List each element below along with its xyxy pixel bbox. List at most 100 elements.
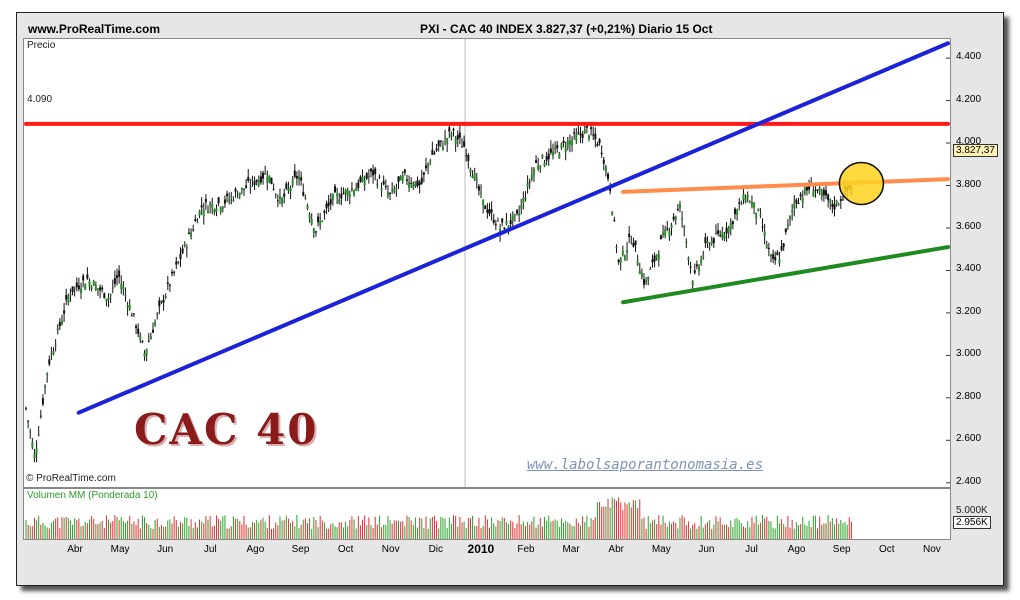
price-candle	[782, 243, 785, 248]
price-candle	[382, 181, 385, 185]
price-candle	[566, 141, 569, 148]
price-candle	[171, 271, 174, 274]
price-candle	[513, 213, 516, 215]
price-candle	[818, 187, 821, 192]
price-candle	[837, 204, 840, 206]
price-candle	[734, 208, 737, 215]
price-panel[interactable]: Precio 4.090 © ProRealTime.com	[23, 38, 951, 488]
price-candle	[160, 300, 163, 303]
price-candle	[262, 172, 265, 179]
price-candle	[431, 149, 434, 155]
price-candle	[223, 199, 226, 204]
price-candle	[693, 270, 696, 273]
price-candle	[676, 209, 679, 211]
price-candle	[242, 188, 245, 190]
price-candle	[738, 202, 741, 204]
price-candle	[357, 182, 360, 188]
price-candle	[441, 146, 444, 150]
price-candle	[649, 268, 652, 270]
price-candle	[249, 186, 252, 188]
x-tick-label: Jun	[157, 544, 174, 555]
price-candle	[467, 155, 470, 161]
price-candle	[365, 173, 368, 179]
price-candle	[545, 156, 548, 161]
volume-panel[interactable]: Volumen MM (Ponderada 10)	[23, 488, 951, 540]
price-candle	[96, 288, 99, 290]
price-candle	[67, 296, 70, 303]
price-candle	[632, 243, 635, 247]
price-candle	[253, 181, 256, 186]
price-candle	[628, 233, 631, 237]
price-candle	[238, 192, 241, 196]
price-candle	[822, 189, 825, 196]
price-candle	[556, 144, 559, 149]
price-candle	[268, 175, 271, 182]
y-tick-label: 3.400	[956, 263, 982, 275]
price-candle	[219, 207, 222, 213]
price-candle	[590, 127, 593, 130]
price-candle	[456, 135, 459, 140]
price-candle	[482, 199, 485, 206]
price-candle	[458, 132, 461, 138]
price-candle	[65, 295, 68, 300]
price-candle	[200, 205, 203, 208]
watermark-link[interactable]: www.labolsaporantonomasia.es	[527, 457, 764, 473]
price-candle	[300, 177, 303, 181]
price-candle	[825, 190, 828, 196]
price-candle	[623, 255, 626, 260]
price-candle	[687, 257, 690, 260]
price-candle	[177, 261, 180, 264]
price-candle	[346, 189, 349, 196]
price-candle	[621, 250, 624, 255]
price-candle	[511, 215, 514, 221]
price-candle	[477, 186, 480, 191]
price-candle	[338, 199, 341, 204]
price-candle	[327, 202, 330, 206]
site-name[interactable]: www.ProRealTime.com	[28, 22, 161, 36]
price-candle	[839, 199, 842, 202]
price-candle	[769, 254, 772, 257]
price-candle	[287, 188, 290, 191]
price-candle	[207, 210, 210, 214]
price-candle	[132, 313, 135, 315]
price-candle	[266, 176, 269, 183]
price-candle	[562, 140, 565, 144]
price-candle	[211, 203, 214, 209]
price-candle	[801, 197, 804, 203]
price-candle	[56, 327, 59, 331]
price-candle	[90, 287, 93, 289]
price-candle	[554, 147, 557, 150]
price-candle	[342, 193, 345, 195]
price-candle	[484, 205, 487, 210]
price-candle	[33, 453, 36, 459]
y-tick-label: 4.200	[956, 93, 982, 105]
volume-chart-svg	[25, 497, 852, 539]
price-candle	[560, 143, 563, 149]
y-tick-label: 3.800	[956, 178, 982, 190]
price-candle	[353, 190, 356, 196]
price-candle	[77, 285, 80, 290]
x-tick-label: Oct	[337, 544, 354, 555]
price-candle	[215, 208, 218, 212]
price-candle	[543, 162, 546, 167]
price-candle	[501, 218, 504, 223]
price-candle	[640, 272, 643, 278]
price-candle	[405, 179, 408, 181]
price-candle	[653, 255, 656, 262]
price-candle	[539, 166, 542, 169]
price-candle	[746, 195, 749, 199]
price-candle	[158, 300, 161, 307]
x-tick-label: Sep	[291, 544, 310, 555]
price-candle	[708, 246, 711, 248]
price-candle	[611, 211, 614, 216]
price-candle	[700, 258, 703, 264]
price-candle	[509, 220, 512, 225]
wedge_top-line	[621, 177, 950, 194]
price-candle	[490, 209, 493, 213]
price-candle	[723, 234, 726, 240]
price-candle	[460, 146, 463, 148]
price-candle	[598, 139, 601, 144]
price-candle	[367, 176, 370, 178]
x-tick-label: May	[110, 544, 130, 555]
price-candle	[310, 219, 313, 225]
